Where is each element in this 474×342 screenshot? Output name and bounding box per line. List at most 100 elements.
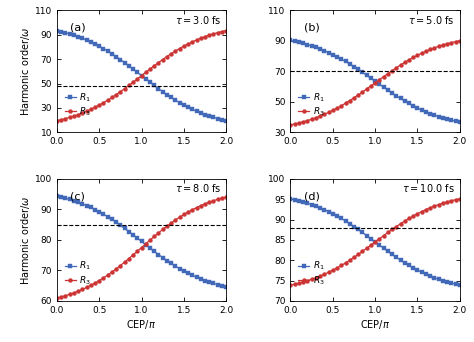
$R_1$ (415, 106, 420, 110)
$R_1$ (198, 111, 204, 115)
$R_1$ (219, 118, 225, 122)
$R_3$ (313, 116, 319, 120)
Line: $R_3$: $R_3$ (55, 29, 228, 123)
$R_1$ (215, 282, 220, 287)
Legend: $R_1$, $R_3$: $R_1$, $R_3$ (65, 91, 91, 118)
$R_3$ (139, 246, 145, 250)
$R_1$ (190, 107, 195, 111)
$R_3$ (194, 206, 200, 210)
$R_1$ (173, 98, 178, 102)
$R_3$ (419, 210, 425, 214)
$R_3$ (223, 28, 229, 32)
$R_3$ (130, 80, 136, 84)
$R_3$ (151, 64, 157, 68)
$R_3$ (343, 101, 348, 105)
$R_1$ (313, 45, 319, 50)
$R_3$ (364, 246, 370, 250)
$R_1$ (164, 93, 170, 97)
$R_3$ (130, 253, 136, 257)
$R_3$ (423, 208, 429, 212)
Legend: $R_1$, $R_3$: $R_1$, $R_3$ (299, 260, 325, 287)
$R_3$ (194, 38, 200, 42)
$R_1$ (389, 91, 395, 95)
$R_1$ (185, 271, 191, 275)
$R_1$ (423, 110, 429, 114)
Text: $\tau = $3.0 fs: $\tau = $3.0 fs (174, 14, 221, 26)
Y-axis label: Harmonic order/$\omega$: Harmonic order/$\omega$ (19, 195, 32, 285)
$R_1$ (364, 73, 370, 77)
$R_1$ (457, 283, 463, 287)
$R_1$ (372, 240, 378, 244)
$R_1$ (292, 198, 298, 202)
$R_1$ (219, 284, 225, 288)
Line: $R_3$: $R_3$ (289, 197, 462, 287)
$R_3$ (54, 296, 60, 300)
$R_1$ (440, 116, 446, 120)
$R_3$ (305, 119, 310, 123)
$R_3$ (168, 221, 174, 225)
$R_3$ (164, 224, 170, 228)
$R_3$ (410, 214, 416, 218)
$R_3$ (436, 202, 441, 207)
Line: $R_1$: $R_1$ (289, 39, 462, 124)
$R_3$ (419, 51, 425, 55)
$R_3$ (215, 197, 220, 201)
$R_1$ (364, 234, 370, 238)
$R_1$ (376, 82, 382, 86)
$R_1$ (334, 55, 340, 59)
$R_1$ (410, 104, 416, 108)
$R_1$ (113, 54, 119, 58)
$R_3$ (360, 90, 365, 94)
$R_3$ (88, 283, 93, 287)
$R_3$ (406, 58, 412, 62)
$R_3$ (109, 270, 115, 274)
$R_3$ (160, 57, 165, 62)
$R_3$ (173, 218, 178, 222)
Y-axis label: Harmonic order/$\omega$: Harmonic order/$\omega$ (19, 27, 32, 116)
Legend: $R_1$, $R_3$: $R_1$, $R_3$ (299, 91, 325, 118)
Text: $\tau = $5.0 fs: $\tau = $5.0 fs (408, 14, 455, 26)
$R_3$ (326, 270, 331, 274)
$R_1$ (75, 200, 81, 204)
$R_3$ (67, 292, 73, 297)
$R_3$ (118, 90, 123, 94)
$R_1$ (296, 199, 302, 203)
$R_3$ (410, 55, 416, 60)
$R_1$ (292, 39, 298, 43)
$R_3$ (80, 111, 85, 115)
$R_3$ (143, 242, 148, 246)
$R_1$ (92, 42, 98, 46)
$R_1$ (181, 269, 187, 273)
$R_3$ (198, 36, 204, 40)
$R_1$ (368, 76, 374, 80)
Text: (a): (a) (71, 23, 86, 32)
$R_1$ (206, 114, 212, 118)
$R_3$ (67, 115, 73, 119)
$R_1$ (109, 218, 115, 222)
$R_3$ (160, 227, 165, 232)
Text: $\tau = $10.0 fs: $\tau = $10.0 fs (402, 183, 455, 195)
$R_3$ (181, 44, 187, 48)
$R_3$ (309, 277, 315, 281)
$R_3$ (343, 261, 348, 265)
$R_1$ (118, 57, 123, 62)
$R_1$ (347, 222, 353, 226)
$R_3$ (347, 258, 353, 262)
$R_1$ (419, 270, 425, 274)
$R_3$ (368, 84, 374, 88)
$R_1$ (63, 30, 68, 35)
$R_3$ (321, 112, 327, 116)
$R_3$ (143, 70, 148, 74)
$R_3$ (423, 49, 429, 53)
$R_1$ (393, 255, 399, 259)
$R_1$ (436, 115, 441, 119)
$R_1$ (177, 101, 182, 105)
$R_1$ (147, 80, 153, 84)
$R_1$ (83, 38, 89, 42)
$R_3$ (444, 42, 450, 46)
$R_1$ (54, 194, 60, 198)
$R_1$ (173, 264, 178, 268)
Text: (d): (d) (304, 191, 320, 201)
$R_3$ (105, 98, 110, 102)
$R_1$ (63, 196, 68, 200)
